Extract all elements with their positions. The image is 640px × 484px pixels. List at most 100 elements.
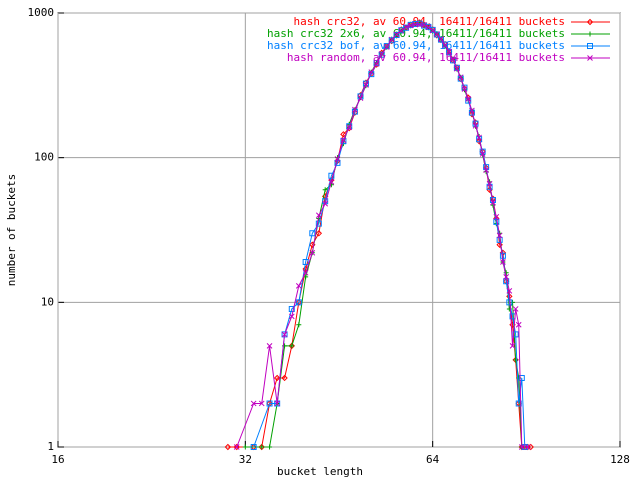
marker — [281, 331, 288, 338]
marker — [438, 36, 444, 42]
marker — [509, 343, 516, 349]
marker — [258, 400, 265, 407]
marker — [393, 31, 400, 38]
legend-label: hash crc32 2x6, av 60.94, 16411/16411 bu… — [267, 27, 565, 40]
marker — [524, 444, 531, 450]
marker — [465, 96, 472, 102]
marker — [518, 444, 525, 450]
marker — [288, 313, 295, 320]
marker — [398, 28, 405, 34]
marker — [512, 306, 519, 312]
marker — [267, 444, 273, 450]
marker — [315, 230, 323, 237]
y-tick-label: 1 — [47, 440, 54, 453]
marker — [334, 156, 341, 162]
marker — [242, 444, 248, 450]
marker — [446, 48, 452, 55]
marker — [352, 106, 358, 113]
marker — [315, 212, 322, 219]
marker — [322, 187, 328, 193]
marker — [412, 21, 419, 28]
marker — [416, 21, 423, 28]
marker — [346, 124, 353, 132]
marker — [461, 84, 468, 91]
marker — [295, 282, 302, 289]
marker — [357, 93, 364, 100]
marker — [479, 151, 486, 157]
marker — [450, 56, 456, 63]
marker — [289, 343, 295, 349]
series-line — [236, 23, 528, 448]
marker — [368, 69, 375, 76]
marker — [493, 213, 500, 220]
marker — [383, 43, 390, 50]
marker — [315, 220, 322, 227]
marker — [433, 32, 441, 39]
marker — [483, 167, 489, 173]
marker — [346, 124, 353, 131]
marker — [500, 259, 506, 265]
marker — [506, 288, 513, 294]
y-axis-label: number of buckets — [5, 174, 18, 287]
marker — [403, 24, 409, 30]
marker — [475, 137, 483, 145]
marker — [388, 37, 395, 44]
marker — [407, 22, 414, 29]
y-tick-label: 10 — [41, 295, 54, 308]
marker — [328, 172, 335, 179]
marker — [309, 249, 316, 256]
marker — [479, 148, 486, 155]
marker — [586, 18, 594, 26]
marker — [250, 400, 257, 407]
plot-frame — [57, 12, 621, 448]
marker — [446, 49, 453, 56]
y-tick-label: 1000 — [28, 6, 55, 19]
marker — [490, 199, 496, 206]
marker — [486, 180, 493, 187]
marker — [322, 200, 329, 207]
marker — [274, 400, 281, 407]
marker — [429, 27, 436, 34]
series-line — [245, 22, 525, 448]
x-axis-label: bucket length — [277, 465, 363, 478]
marker — [421, 22, 427, 28]
x-tick-label: 32 — [239, 453, 252, 466]
marker — [373, 61, 380, 67]
y-tick-label: 100 — [34, 151, 54, 164]
marker — [233, 444, 240, 450]
marker — [273, 374, 281, 382]
marker — [302, 269, 309, 276]
marker — [388, 36, 395, 43]
x-tick-label: 64 — [426, 453, 440, 466]
marker — [250, 444, 257, 450]
marker — [442, 41, 449, 48]
marker — [472, 120, 479, 127]
legend-label: hash crc32 bof, av 60.94, 16411/16411 bu… — [267, 39, 565, 52]
marker — [510, 299, 516, 305]
marker — [266, 343, 273, 349]
marker — [322, 198, 329, 205]
marker — [328, 179, 335, 185]
marker — [587, 43, 593, 49]
marker — [274, 400, 281, 407]
marker — [499, 252, 506, 259]
marker — [388, 37, 395, 45]
marker — [587, 31, 593, 37]
marker — [233, 443, 240, 451]
marker — [503, 270, 509, 276]
marker — [476, 134, 482, 141]
marker — [468, 110, 476, 118]
marker — [362, 80, 369, 87]
marker — [259, 444, 265, 450]
marker — [496, 232, 503, 239]
marker — [224, 443, 232, 451]
legend-label: hash crc32, av 60.94, 16411/16411 bucket… — [293, 15, 565, 28]
marker — [503, 274, 510, 280]
marker — [434, 31, 440, 37]
marker — [425, 24, 432, 31]
marker — [496, 236, 503, 243]
marker — [373, 61, 380, 68]
marker — [296, 322, 302, 328]
x-tick-label: 128 — [610, 453, 630, 466]
